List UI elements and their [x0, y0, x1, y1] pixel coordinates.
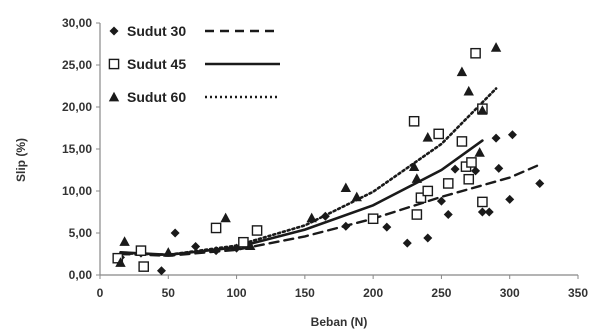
x-ticks: 0 50 100 150 200 250 300 350: [97, 275, 588, 300]
triangle-marker: [422, 132, 433, 142]
diamond-marker: [443, 210, 453, 220]
square-marker: [367, 213, 379, 225]
triangle-marker: [474, 147, 485, 157]
diamond-marker: [484, 207, 494, 217]
square-marker: [470, 47, 481, 59]
legend-item-1: Sudut 30: [109, 23, 280, 39]
triangle-marker: [115, 257, 126, 267]
square-marker: [135, 245, 147, 256]
x-tick-label: 50: [162, 286, 176, 300]
triangle-marker: [220, 212, 231, 223]
series-3-points: [115, 42, 502, 267]
y-tick-label: 5,00: [69, 226, 93, 240]
diamond-marker: [491, 133, 501, 143]
diamond-marker: [494, 163, 504, 173]
square-marker: [238, 236, 249, 248]
y-tick-label: 15,00: [62, 142, 92, 156]
square-marker: [442, 178, 454, 189]
diamond-marker: [423, 233, 433, 243]
diamond-marker: [211, 246, 221, 256]
x-tick-label: 100: [227, 286, 247, 300]
series-2-points: [112, 47, 488, 272]
triangle-marker: [119, 236, 130, 246]
diamond-marker: [170, 228, 180, 238]
square-marker: [408, 115, 420, 127]
diamond-marker: [450, 164, 460, 174]
x-tick-label: 250: [431, 286, 451, 300]
y-tick-label: 25,00: [62, 58, 92, 72]
square-marker: [138, 261, 150, 272]
triangle-marker: [340, 182, 352, 193]
diamond-marker: [505, 194, 515, 204]
trend-line-1: [119, 164, 539, 257]
triangle-marker: [463, 85, 474, 96]
y-tick-label: 10,00: [62, 184, 92, 198]
square-marker: [433, 128, 444, 140]
series-1-points: [115, 130, 545, 276]
square-marker: [210, 222, 222, 234]
diamond-marker: [191, 241, 201, 251]
x-tick-label: 150: [295, 286, 315, 300]
diamond-marker: [341, 221, 351, 231]
legend-triangle-icon: [108, 91, 120, 102]
triangle-marker: [490, 42, 502, 52]
triangle-marker: [408, 161, 420, 172]
y-tick-label: 0,00: [69, 268, 93, 282]
square-marker: [422, 185, 434, 197]
markers: [112, 42, 545, 276]
diamond-marker: [382, 222, 392, 232]
square-marker: [456, 136, 468, 147]
square-marker: [477, 196, 488, 208]
x-tick-label: 300: [500, 286, 520, 300]
diamond-marker: [507, 130, 517, 140]
legend-label: Sudut 45: [127, 56, 186, 72]
diamond-marker: [402, 238, 412, 248]
legend: Sudut 30 Sudut 45 Sudut 60: [108, 23, 280, 105]
square-marker: [466, 157, 477, 168]
x-tick-label: 200: [363, 286, 383, 300]
triangle-marker: [411, 173, 423, 183]
diamond-marker: [320, 211, 330, 221]
x-tick-label: 350: [568, 286, 588, 300]
diamond-marker: [436, 196, 446, 206]
y-tick-label: 30,00: [62, 16, 92, 30]
x-axis-title: Beban (N): [311, 315, 368, 329]
triangle-marker: [245, 240, 256, 251]
y-axis-title: Slip (%): [14, 138, 28, 182]
diamond-marker: [471, 166, 481, 176]
diamond-marker: [477, 207, 487, 217]
legend-item-3: Sudut 60: [108, 89, 280, 105]
legend-label: Sudut 60: [127, 89, 186, 105]
diamond-marker: [535, 178, 545, 188]
legend-square-icon: [108, 58, 120, 70]
triangle-marker: [477, 105, 488, 115]
square-marker: [411, 209, 423, 220]
legend-diamond-icon: [109, 26, 119, 36]
triangle-marker: [351, 191, 362, 202]
x-tick-label: 0: [97, 286, 104, 300]
square-marker: [463, 173, 475, 185]
square-marker: [415, 192, 427, 204]
triangle-marker: [456, 66, 468, 77]
triangle-marker: [163, 247, 174, 257]
legend-label: Sudut 30: [127, 23, 186, 39]
triangle-marker: [306, 212, 317, 223]
square-marker: [251, 225, 263, 236]
legend-item-2: Sudut 45: [108, 56, 280, 72]
y-ticks: 0,00 5,00 10,00 15,00 20,00 25,00 30,00: [62, 16, 100, 282]
diamond-marker: [156, 266, 166, 276]
y-tick-label: 20,00: [62, 100, 92, 114]
